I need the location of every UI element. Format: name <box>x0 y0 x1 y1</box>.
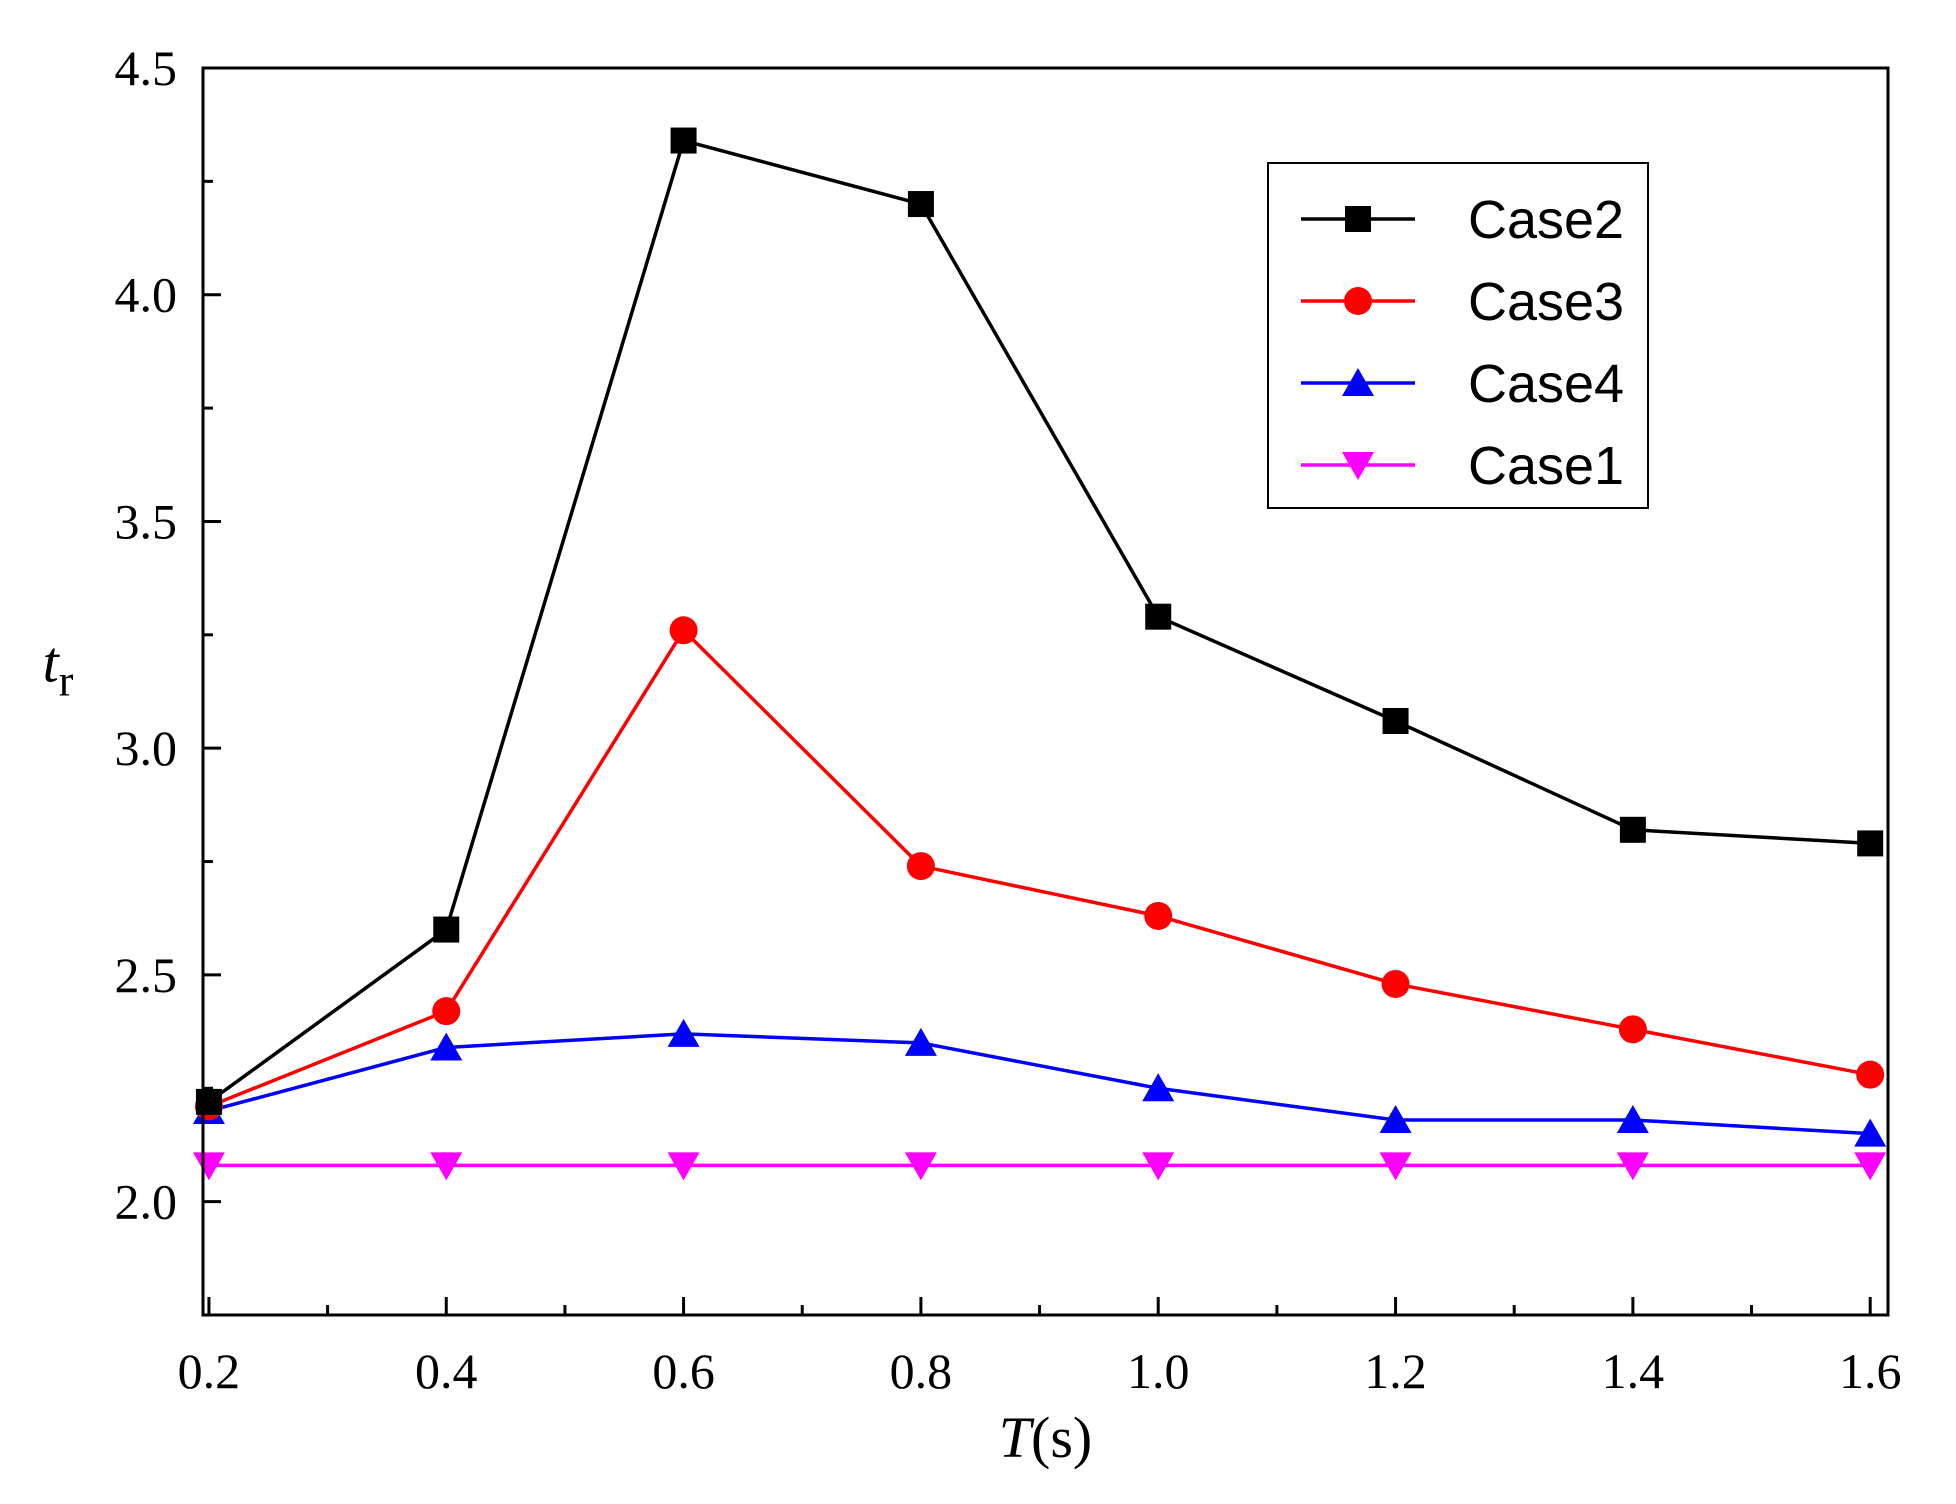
data-point-case4 <box>1854 1118 1887 1147</box>
data-point-case3 <box>669 616 698 645</box>
data-point-case4 <box>1616 1105 1649 1134</box>
data-point-case4 <box>667 1018 700 1047</box>
series-case1 <box>192 1152 1887 1181</box>
legend-marker-case4 <box>1342 368 1374 396</box>
legend-label-case4: Case4 <box>1468 354 1624 414</box>
series-line-case3 <box>208 628 1871 1109</box>
x-tick-label: 0.8 <box>890 1343 953 1399</box>
data-point-case1 <box>1379 1152 1412 1181</box>
data-point-case1 <box>904 1152 937 1181</box>
x-axis-title: T(s) <box>999 1405 1092 1470</box>
data-point-case4 <box>1379 1105 1412 1134</box>
data-point-case3 <box>906 852 935 881</box>
x-tick-label: 0.6 <box>652 1343 715 1399</box>
data-point-case3 <box>1856 1060 1885 1089</box>
y-tick-label: 2.0 <box>115 1174 178 1230</box>
legend-marker-case1 <box>1342 452 1374 480</box>
data-point-case3 <box>432 997 461 1026</box>
y-tick-label: 3.0 <box>115 720 178 776</box>
data-point-case4 <box>1142 1073 1175 1102</box>
data-point-case2 <box>1857 830 1884 857</box>
data-point-case1 <box>1854 1152 1887 1181</box>
data-point-case3 <box>1618 1015 1647 1044</box>
data-point-case1 <box>192 1152 225 1181</box>
x-axis-title-unit: (s) <box>1031 1405 1092 1470</box>
y-axis-title-symbol: t <box>43 630 61 695</box>
legend-label-case2: Case2 <box>1468 190 1624 250</box>
series-line-case2 <box>207 138 1871 1104</box>
data-point-case2 <box>1382 707 1409 734</box>
y-axis-title: tr <box>43 630 74 706</box>
legend-marker-case2 <box>1345 206 1371 232</box>
series-layer <box>192 127 1887 1181</box>
data-point-case4 <box>430 1032 463 1061</box>
data-point-case1 <box>667 1152 700 1181</box>
data-point-case2 <box>670 127 697 154</box>
data-point-case3 <box>1144 901 1173 930</box>
data-point-case2 <box>433 916 460 943</box>
data-point-case1 <box>1142 1152 1175 1181</box>
legend-item-case4: Case4 <box>1301 354 1624 414</box>
legend-item-case3: Case3 <box>1301 272 1624 332</box>
data-point-case3 <box>1381 969 1410 998</box>
data-point-case2 <box>1619 816 1646 843</box>
y-tick-label: 3.5 <box>115 493 178 549</box>
tick-labels: 0.2 0.4 0.6 0.8 1.0 1.2 1.4 1.6 2.0 2.5 3.0 3.5 4.0 4… <box>115 40 1902 1399</box>
y-axis-title-subscript: r <box>59 657 74 706</box>
y-tick-label: 4.0 <box>115 267 178 323</box>
data-point-case4 <box>904 1027 937 1056</box>
legend-item-case1: Case1 <box>1301 436 1624 496</box>
series-line-case4 <box>208 1032 1871 1136</box>
plot-frame <box>201 66 1890 1317</box>
y-tick-label: 4.5 <box>115 40 178 96</box>
x-tick-label: 1.4 <box>1602 1343 1665 1399</box>
data-point-case2 <box>907 191 934 218</box>
legend-label-case3: Case3 <box>1468 272 1624 332</box>
data-point-case1 <box>430 1152 463 1181</box>
data-point-case1 <box>1616 1152 1649 1181</box>
data-point-case2 <box>1145 603 1172 630</box>
legend-marker-case3 <box>1344 287 1372 315</box>
x-tick-label: 0.4 <box>415 1343 478 1399</box>
legend-item-case2: Case2 <box>1301 190 1624 250</box>
x-tick-label: 1.2 <box>1364 1343 1427 1399</box>
legend: Case2 Case3 Case4 Case1 <box>1267 162 1649 509</box>
y-tick-label: 2.5 <box>115 947 178 1003</box>
series-case2 <box>195 127 1884 1115</box>
data-point-case2 <box>195 1088 222 1115</box>
x-tick-label: 1.6 <box>1839 1343 1902 1399</box>
x-tick-label: 1.0 <box>1127 1343 1190 1399</box>
x-tick-label: 0.2 <box>178 1343 241 1399</box>
legend-label-case1: Case1 <box>1468 436 1624 496</box>
x-axis-title-symbol: T <box>999 1405 1035 1470</box>
